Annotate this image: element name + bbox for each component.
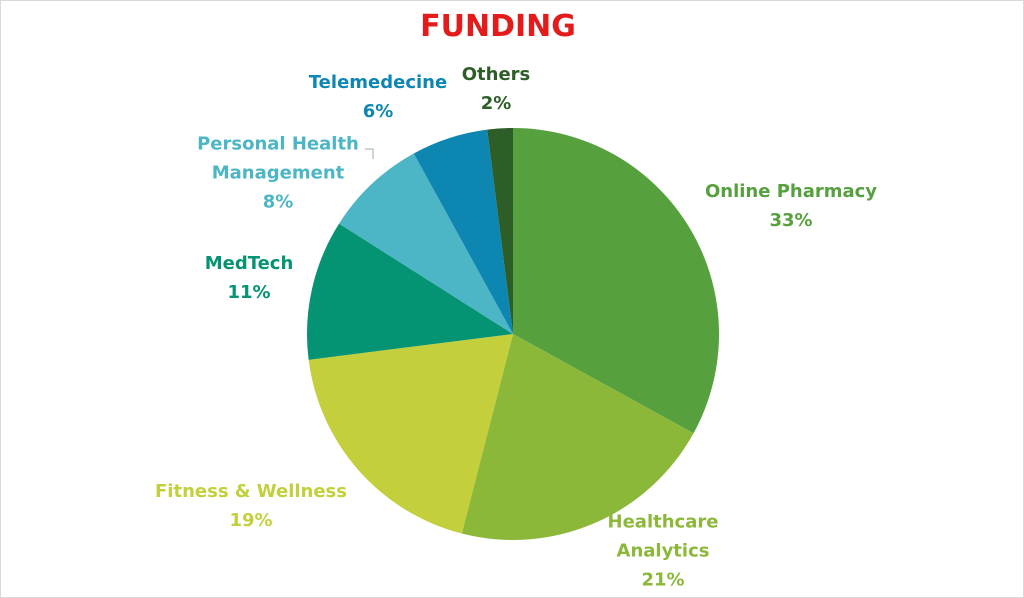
slice-label: Telemedecine 6% [298,68,458,126]
pie-slice [308,334,513,534]
value-label: 6% [362,101,394,122]
value-label: 8% [262,191,294,213]
slice-label: Personal Health Management 8% [193,130,363,217]
pie-slice [339,153,513,334]
chart-title: FUNDING [420,9,576,44]
leader-line [365,148,374,159]
value-label: 33% [769,210,813,231]
pie-slice [413,129,513,334]
value-label: 11% [227,282,271,303]
pie-slice [307,223,513,360]
slice-label: Fitness & Wellness 19% [141,477,361,535]
value-label: 21% [641,569,685,591]
value-label: 2% [480,93,512,114]
category-label: Online Pharmacy [704,181,878,202]
slice-label: MedTech 11% [189,249,309,307]
category-label: MedTech [204,253,294,274]
category-label: Telemedecine [308,72,448,93]
category-label: Fitness & Wellness [155,481,347,502]
category-label: Healthcare Analytics [607,511,719,562]
category-label: Others [461,64,531,85]
pie-slice [513,128,720,434]
value-label: 19% [229,510,273,531]
slice-label: Healthcare Analytics 21% [603,508,723,595]
slice-label: Others 2% [446,60,546,118]
category-label: Personal Health Management [197,133,359,184]
slice-label: Online Pharmacy 33% [681,177,901,235]
pie-slice [461,334,694,540]
pie-slice [487,128,513,334]
